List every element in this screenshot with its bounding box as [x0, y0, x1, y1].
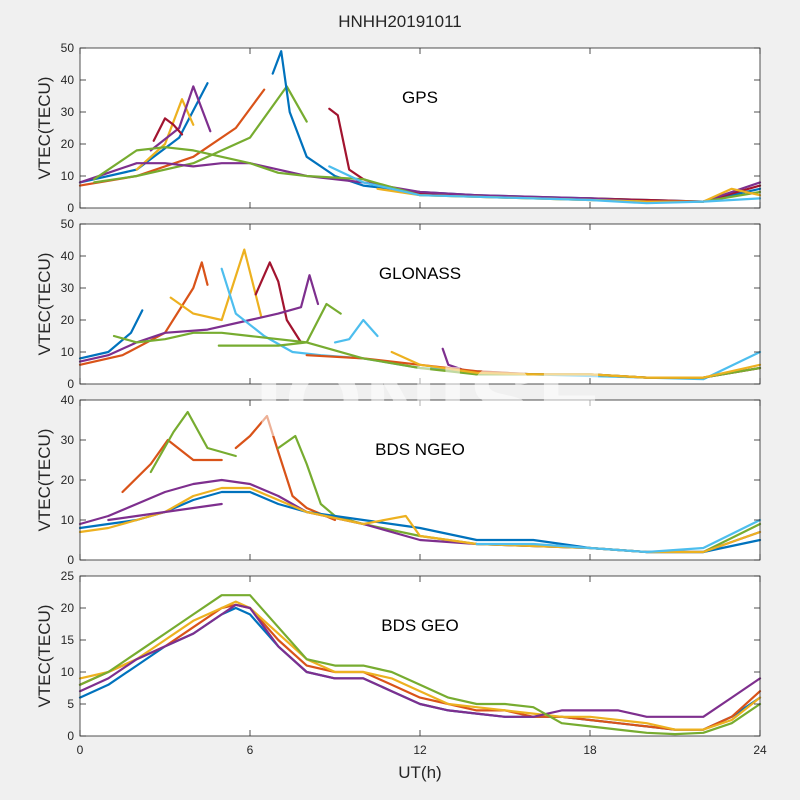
- y-tick-label: 30: [61, 281, 75, 295]
- panel-title: BDS GEO: [381, 616, 458, 635]
- y-tick-label: 50: [61, 217, 75, 231]
- series-line: [169, 248, 263, 322]
- series-line: [78, 603, 762, 718]
- x-tick-label: 24: [753, 743, 767, 757]
- y-tick-label: 20: [61, 473, 75, 487]
- plot-area: [80, 224, 760, 384]
- x-tick-label: 18: [583, 743, 597, 757]
- panel-title: GPS: [402, 88, 438, 107]
- panel-4: 0 6 12 18 24 0 5 10 15 20 25 BDS GEO VTEC(TECU) UT(h): [35, 569, 767, 782]
- y-tick-label: 20: [61, 137, 75, 151]
- y-tick-label: 30: [61, 105, 75, 119]
- series-line: [254, 261, 303, 344]
- y-tick-label: 10: [61, 345, 75, 359]
- y-tick-label: 20: [61, 313, 75, 327]
- figure-title: HNHH20191011: [338, 12, 462, 31]
- y-tick-label: 0: [67, 553, 74, 567]
- series-line: [78, 594, 762, 736]
- series-line: [152, 117, 184, 142]
- series-line: [93, 85, 308, 184]
- panel-title: GLONASS: [379, 264, 461, 283]
- y-axis-label: VTEC(TECU): [35, 429, 54, 532]
- y-axis-label: VTEC(TECU): [35, 77, 54, 180]
- panel-title: BDS NGEO: [375, 440, 465, 459]
- panel-3: 0 10 20 30 40 BDS NGEO VTEC(TECU): [35, 393, 762, 567]
- plot-area: [80, 576, 760, 736]
- y-tick-label: 20: [61, 601, 75, 615]
- series-line: [135, 98, 195, 171]
- y-tick-label: 5: [67, 697, 74, 711]
- series-line: [328, 165, 762, 205]
- series-line: [149, 85, 212, 152]
- series-line: [78, 600, 762, 731]
- y-tick-label: 15: [61, 633, 75, 647]
- series-line: [78, 274, 320, 363]
- series-line: [390, 350, 762, 379]
- y-axis-label: VTEC(TECU): [35, 253, 54, 356]
- series-line: [78, 261, 209, 366]
- panel-1: 0 10 20 30 40 50 GPS VTEC(TECU): [35, 41, 762, 215]
- y-tick-label: 50: [61, 41, 75, 55]
- plot-area: [80, 400, 760, 560]
- y-tick-label: 40: [61, 249, 75, 263]
- y-tick-label: 0: [67, 201, 74, 215]
- y-tick-label: 40: [61, 393, 75, 407]
- y-tick-label: 10: [61, 513, 75, 527]
- series-line: [78, 309, 144, 360]
- series-line: [78, 603, 762, 731]
- y-tick-label: 30: [61, 433, 75, 447]
- x-tick-label: 0: [77, 743, 84, 757]
- series-line: [475, 518, 762, 554]
- series-line: [149, 410, 237, 474]
- series-line: [333, 318, 379, 344]
- y-axis-label: VTEC(TECU): [35, 605, 54, 708]
- y-tick-label: 0: [67, 377, 74, 391]
- x-axis-label: UT(h): [398, 763, 441, 782]
- series-line: [234, 414, 337, 522]
- series-line: [107, 502, 223, 522]
- y-tick-label: 0: [67, 729, 74, 743]
- series-line: [78, 82, 209, 184]
- y-tick-label: 10: [61, 169, 75, 183]
- y-tick-label: 10: [61, 665, 75, 679]
- x-tick-label: 6: [247, 743, 254, 757]
- y-tick-label: 40: [61, 73, 75, 87]
- x-tick-label: 12: [413, 743, 427, 757]
- y-tick-label: 25: [61, 569, 75, 583]
- plot-area: [80, 48, 760, 208]
- series-line: [217, 302, 342, 347]
- panel-2: 0 10 20 30 40 50 GLONASS VTEC(TECU): [35, 217, 762, 391]
